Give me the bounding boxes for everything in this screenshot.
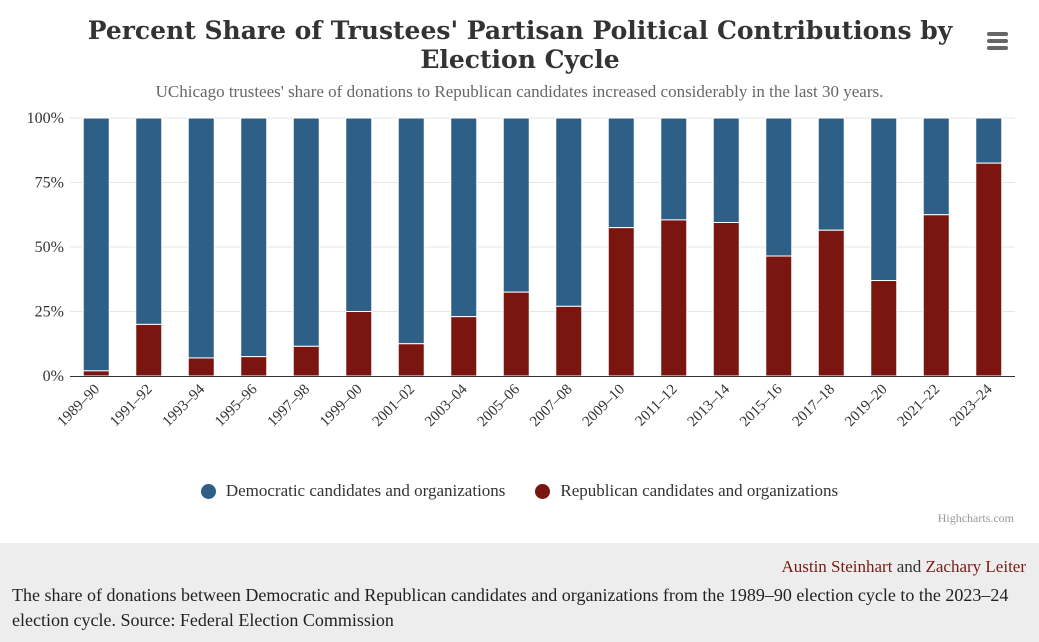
bar-democratic xyxy=(240,117,268,358)
y-tick-label: 50% xyxy=(35,239,64,256)
x-tick-label: 1989–90 xyxy=(55,382,103,430)
bar-republican xyxy=(555,305,583,377)
bar-republican xyxy=(765,255,793,377)
author-link-1[interactable]: Austin Steinhart xyxy=(781,557,893,576)
x-tick-label: 1991–92 xyxy=(107,382,155,430)
bar-democratic xyxy=(660,117,688,221)
bar-republican xyxy=(82,370,110,377)
bar-republican xyxy=(345,311,373,377)
legend-dot-democratic xyxy=(200,483,216,499)
bar-democratic xyxy=(922,117,950,216)
bar-democratic xyxy=(82,117,110,372)
bar-democratic xyxy=(870,117,898,282)
x-tick-label: 2003–04 xyxy=(422,381,471,430)
x-tick-label: 1997–98 xyxy=(265,382,313,430)
bar-republican xyxy=(135,323,163,377)
bar-republican xyxy=(817,229,845,377)
chart-legend: Democratic candidates and organizations … xyxy=(0,481,1039,501)
chart-subtitle: UChicago trustees' share of donations to… xyxy=(155,82,884,101)
caption-area: Austin Steinhart and Zachary Leiter The … xyxy=(0,543,1039,642)
bar-republican xyxy=(240,356,268,377)
x-tick-label: 1995–96 xyxy=(212,381,261,430)
legend-dot-republican xyxy=(535,483,551,499)
bar-republican xyxy=(870,280,898,377)
bar-republican xyxy=(607,227,635,377)
bar-democratic xyxy=(765,117,793,257)
chart-container: 0% 25% 50% 75% 100% 1989–90 1991–92 1993–94 1995… xyxy=(0,16,1039,525)
y-tick-label: 100% xyxy=(27,110,64,127)
x-tick-label: 1999–00 xyxy=(317,382,365,430)
x-tick-label: 2009–10 xyxy=(580,382,628,430)
bar-republican xyxy=(975,162,1003,377)
highcharts-credits-link[interactable]: Highcharts.com xyxy=(937,511,1014,525)
author-connector: and xyxy=(896,557,922,576)
bar-democratic xyxy=(607,117,635,229)
chart-plot: 0% 25% 50% 75% 100% 1989–90 1991–92 1993–94 1995… xyxy=(27,110,1015,430)
x-tick-label: 2007–08 xyxy=(527,382,575,430)
bar-democratic xyxy=(292,117,320,347)
bar-democratic xyxy=(712,117,740,223)
x-tick-label: 2005–06 xyxy=(475,381,524,430)
bar-democratic xyxy=(502,117,530,293)
bar-republican xyxy=(292,345,320,377)
y-tick-label: 0% xyxy=(43,368,64,385)
chart-title: Percent Share of Trustees' Partisan Poli… xyxy=(87,16,953,74)
x-tick-label: 2021–22 xyxy=(895,382,943,430)
bar-republican xyxy=(922,214,950,377)
figure-caption: The share of donations between Democrati… xyxy=(12,585,1009,630)
x-tick-label: 2023–24 xyxy=(947,381,996,430)
x-tick-label: 2017–18 xyxy=(790,382,838,430)
x-tick-label: 2013–14 xyxy=(685,381,734,430)
hamburger-menu-icon[interactable] xyxy=(982,26,1014,56)
bar-republican xyxy=(660,219,688,377)
x-tick-label: 1993–94 xyxy=(160,381,209,430)
legend-item-republican[interactable]: Republican candidates and organizations xyxy=(535,481,838,501)
y-tick-label: 25% xyxy=(35,304,64,321)
bar-democratic xyxy=(187,117,215,359)
bar-republican xyxy=(397,343,425,377)
x-tick-label: 2015–16 xyxy=(737,381,786,430)
bar-democratic xyxy=(817,117,845,231)
author-byline: Austin Steinhart and Zachary Leiter xyxy=(781,557,1026,577)
x-tick-label: 2011–12 xyxy=(633,382,681,430)
bar-republican xyxy=(502,291,530,377)
legend-label-democratic: Democratic candidates and organizations xyxy=(225,481,506,500)
legend-item-democratic[interactable]: Democratic candidates and organizations xyxy=(200,481,506,501)
y-tick-label: 75% xyxy=(35,175,64,192)
legend-label-republican: Republican candidates and organizations xyxy=(560,481,839,500)
bar-democratic xyxy=(450,117,478,318)
x-tick-label: 2019–20 xyxy=(842,382,890,430)
bar-republican xyxy=(450,316,478,377)
bar-democratic xyxy=(975,117,1003,164)
bar-democratic xyxy=(555,117,583,307)
bar-democratic xyxy=(345,117,373,312)
bar-democratic xyxy=(135,117,163,325)
bar-republican xyxy=(712,221,740,377)
x-tick-label: 2001–02 xyxy=(370,382,418,430)
bar-democratic xyxy=(397,117,425,345)
bar-republican xyxy=(187,357,215,377)
author-link-2[interactable]: Zachary Leiter xyxy=(925,557,1026,576)
